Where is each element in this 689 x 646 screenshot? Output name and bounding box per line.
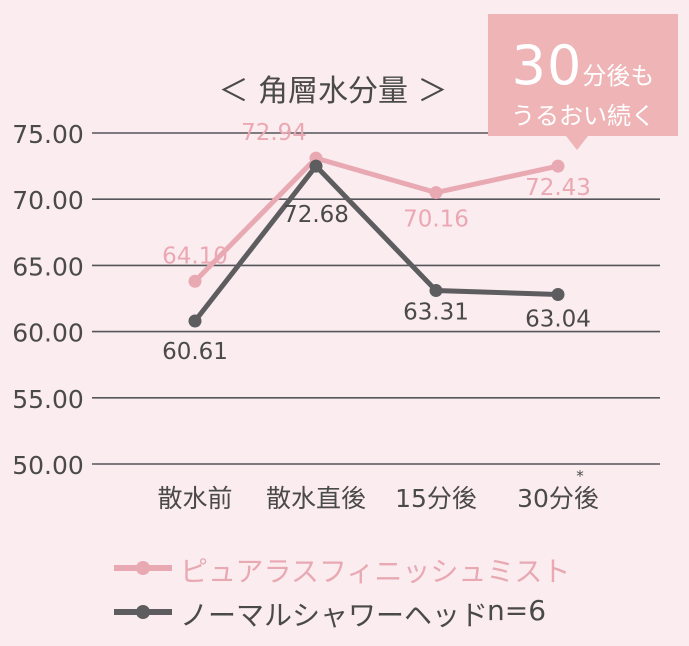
chart-title: ＜ 角層水分量 ＞ [218,74,447,109]
x-tick-label: 15分後 [395,484,477,513]
y-axis-ticks: 75.00 70.00 65.00 60.00 55.00 50.00 [12,120,84,480]
callout-line1: 30分後も [488,34,678,97]
legend-label-normal: ノーマルシャワーヘッド [180,599,489,632]
data-point-normal [429,284,443,298]
legend-item-pure: ピュアラスフィニッシュミスト [112,548,592,588]
callout-big: 30 [511,34,583,97]
y-tick-label: 55.00 [12,385,84,414]
data-point-normal [309,159,323,173]
series-line-normal [193,162,559,323]
data-label-pure: 70.16 [403,207,469,233]
x-axis-ticks: 散水前 散水直後 15分後 30分後* [157,467,598,513]
series-line-pure [193,155,559,284]
data-point-pure [429,186,443,200]
significance-mark: * [576,467,584,485]
data-label-normal: 63.04 [525,307,591,333]
callout-badge: 30分後も うるおい続く [488,14,678,150]
legend-marker-normal [114,605,172,619]
legend-marker-pure [114,561,172,575]
data-labels: 64.10 72.94 70.16 72.43 60.61 72.68 63.31 63.04 [162,120,591,365]
callout-small: 分後も [582,62,655,90]
y-tick-label: 75.00 [12,120,84,149]
data-label-normal: 72.68 [283,202,349,228]
y-tick-label: 65.00 [12,252,84,281]
gridlines [92,132,660,465]
y-tick-label: 50.00 [12,451,84,480]
x-tick-label: 30分後 [517,484,599,513]
data-label-pure: 72.94 [241,120,307,146]
callout-box [488,14,678,136]
data-label-pure: 72.43 [525,175,591,201]
callout-line2: うるおい続く [511,102,655,130]
data-label-normal: 63.31 [403,300,469,326]
data-label-normal: 60.61 [162,339,228,365]
legend-label-pure: ピュアラスフィニッシュミスト [180,555,571,588]
data-point-normal [551,288,565,302]
data-point-normal [188,314,202,328]
legend-sample-size: n=6 [487,594,547,627]
data-point-pure [188,274,202,288]
data-point-pure [551,159,565,173]
x-tick-label: 散水前 [157,484,232,513]
y-tick-label: 60.00 [12,319,84,348]
data-label-pure: 64.10 [162,243,228,269]
legend-item-normal: ノーマルシャワーヘッド n=6 [112,592,592,632]
series [188,151,565,328]
callout-tail [566,136,588,150]
y-tick-label: 70.00 [12,186,84,215]
x-tick-label: 散水直後 [266,484,366,513]
